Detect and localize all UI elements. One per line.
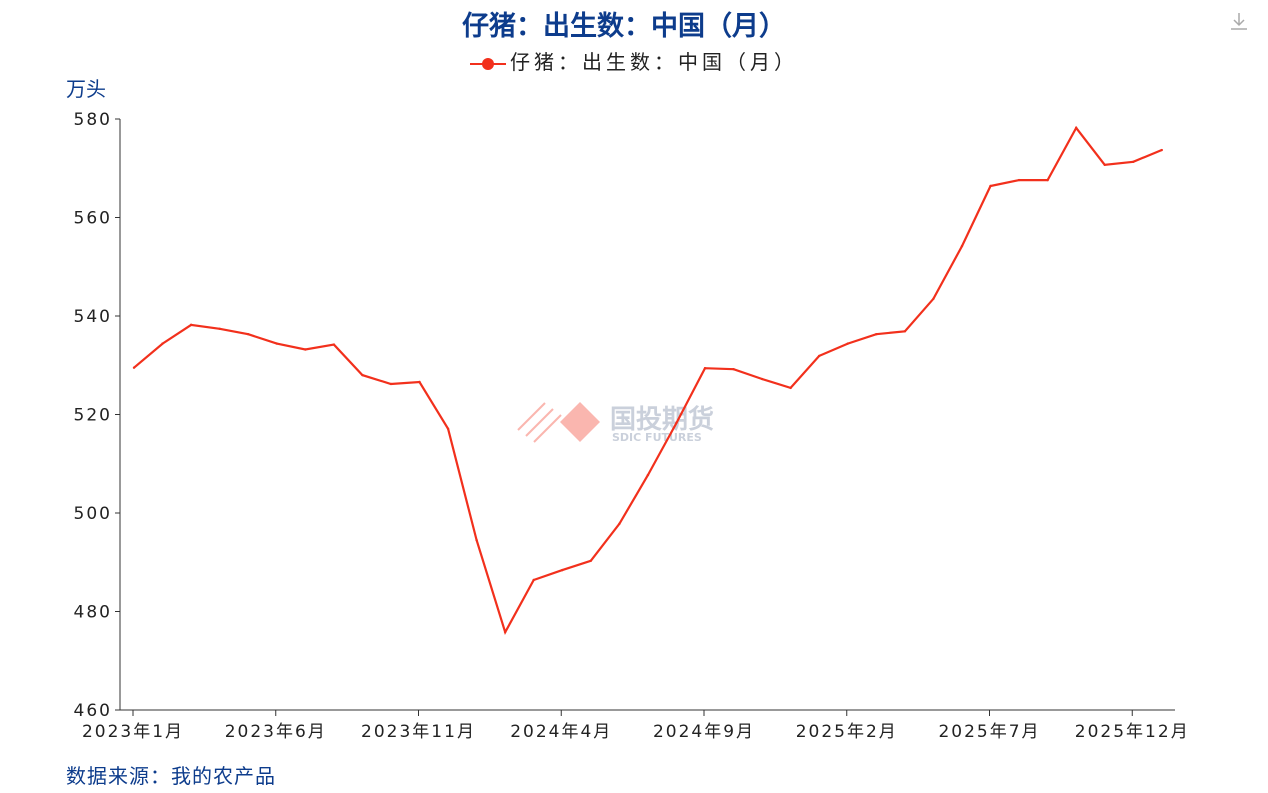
chart-title: 仔猪：出生数：中国（月） — [462, 11, 786, 42]
data-point — [189, 323, 193, 327]
watermark: 国投期货 SDIC FUTURES — [517, 402, 714, 444]
data-point — [161, 342, 164, 345]
legend-marker-icon — [470, 57, 506, 70]
y-tick-label: 460 — [74, 701, 112, 721]
data-point — [875, 333, 878, 336]
data-point — [903, 330, 907, 333]
data-point — [703, 367, 707, 370]
x-tick-label: 2023年1月 — [82, 722, 184, 742]
watermark-en: SDIC FUTURES — [612, 431, 702, 444]
y-tick-label: 580 — [74, 110, 112, 130]
x-tick-label: 2024年9月 — [653, 722, 755, 742]
watermark-text: 国投期货 — [610, 404, 714, 435]
data-point — [846, 342, 849, 345]
legend[interactable]: 仔猪：出生数：中国（月） — [0, 46, 1268, 75]
download-icon[interactable] — [1228, 10, 1250, 32]
data-source: 数据来源：我的农产品 — [66, 764, 276, 788]
watermark-logo-icon — [517, 402, 600, 443]
data-point — [561, 568, 564, 572]
data-point — [275, 342, 278, 345]
y-tick-label: 480 — [74, 603, 112, 623]
data-point — [646, 473, 650, 477]
data-point — [732, 367, 735, 371]
data-point — [960, 244, 964, 248]
data-point — [1103, 163, 1106, 167]
data-point — [218, 327, 221, 331]
data-point — [389, 382, 393, 386]
series-line — [133, 125, 1163, 636]
data-point — [132, 366, 136, 369]
data-point — [532, 578, 535, 582]
data-point — [932, 297, 935, 300]
y-tick-label: 500 — [74, 504, 112, 524]
x-tick-label: 2024年4月 — [510, 722, 612, 742]
data-point — [361, 373, 364, 377]
data-point — [1132, 160, 1135, 164]
data-point — [1074, 126, 1078, 130]
data-point — [475, 538, 478, 542]
y-tick-label: 560 — [74, 209, 112, 229]
data-point — [332, 343, 336, 346]
data-point — [789, 386, 792, 390]
data-point — [1046, 178, 1049, 182]
x-tick-label: 2023年6月 — [225, 722, 327, 742]
x-tick-label: 2025年7月 — [938, 722, 1040, 742]
x-tick-label: 2025年12月 — [1075, 722, 1190, 742]
x-tick-label: 2025年2月 — [796, 722, 898, 742]
data-point — [589, 559, 592, 562]
y-tick-label: 520 — [74, 406, 112, 426]
data-point — [760, 377, 764, 381]
y-axis-unit: 万头 — [66, 77, 106, 101]
data-point — [418, 380, 421, 384]
legend-label: 仔猪：出生数：中国（月） — [510, 50, 798, 74]
data-point — [818, 354, 821, 358]
data-point — [503, 630, 507, 634]
data-point — [1017, 178, 1021, 182]
data-point — [247, 333, 250, 336]
data-point — [1160, 148, 1164, 152]
data-point — [446, 427, 450, 430]
y-tick-label: 540 — [74, 307, 112, 327]
data-point — [304, 348, 307, 351]
data-point — [675, 421, 678, 425]
data-point — [989, 184, 992, 188]
x-tick-label: 2023年11月 — [361, 722, 476, 742]
data-point — [618, 522, 621, 526]
